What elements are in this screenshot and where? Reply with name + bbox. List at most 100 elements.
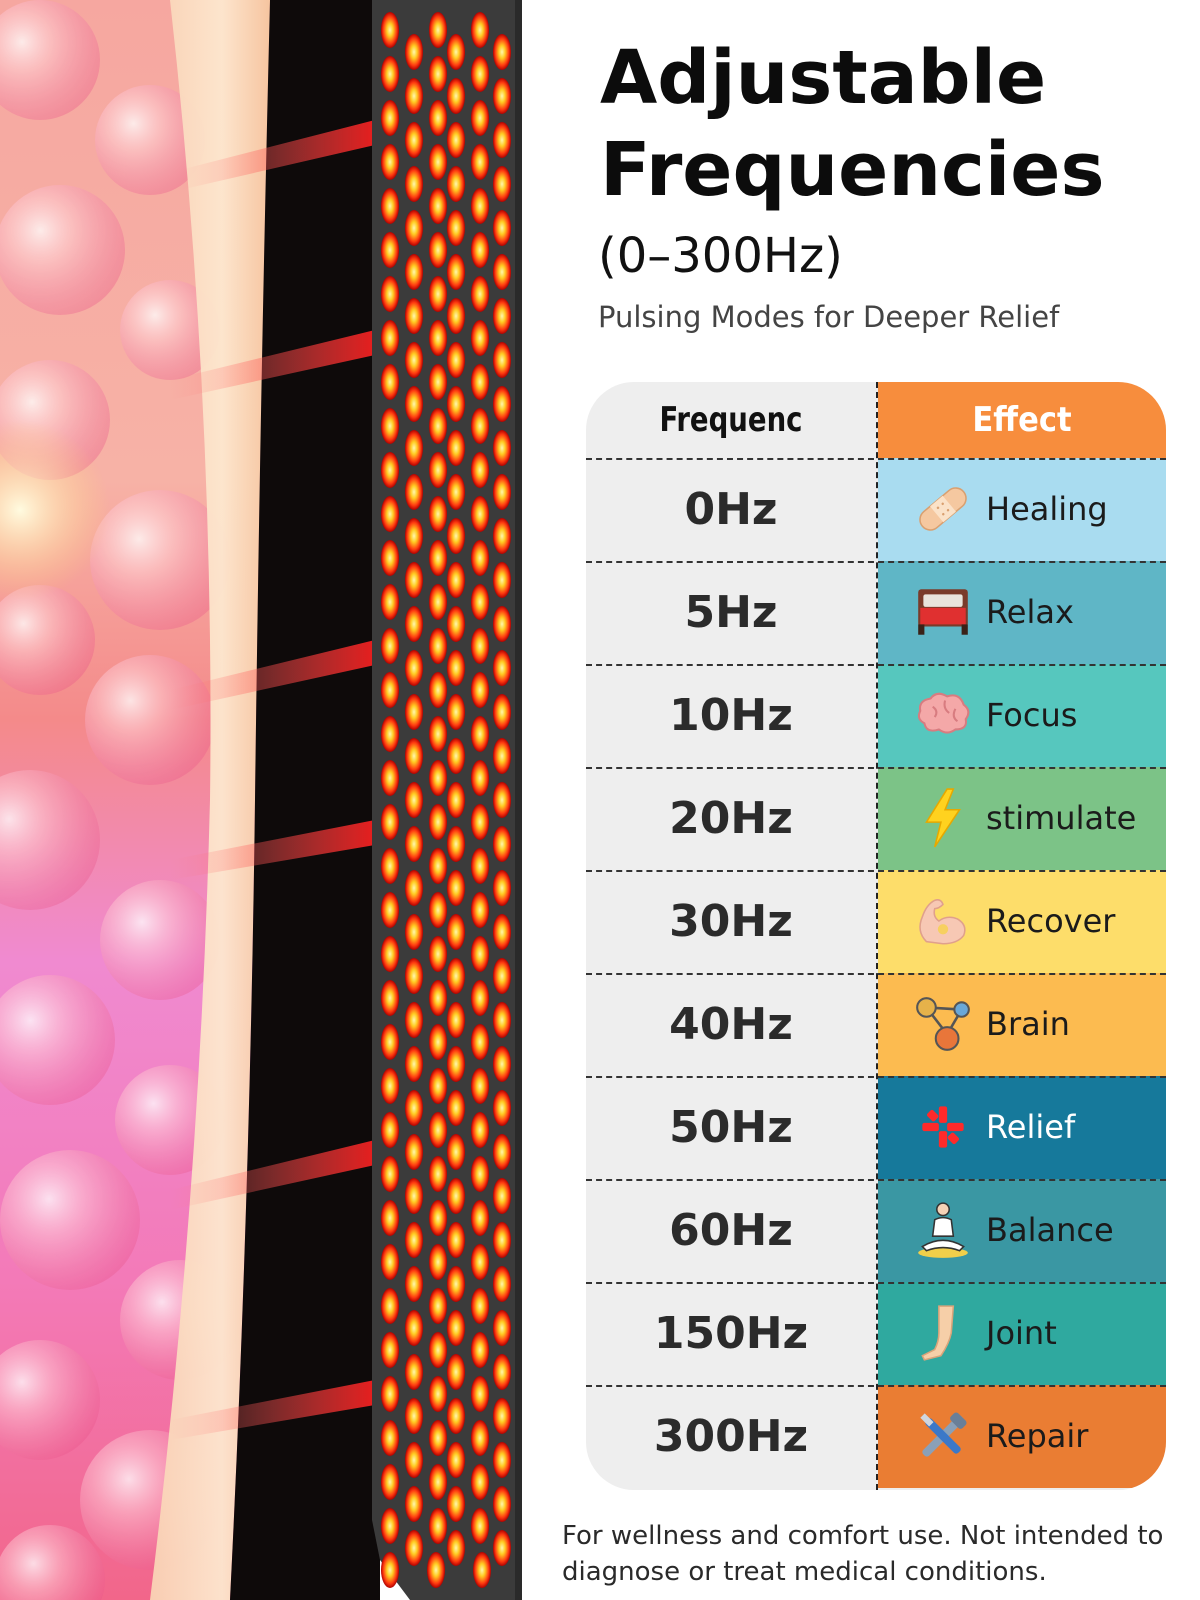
led-light xyxy=(381,936,399,972)
led-light xyxy=(405,474,423,510)
led-light xyxy=(429,1332,447,1368)
led-light xyxy=(447,210,465,246)
led-light xyxy=(429,364,447,400)
led-light xyxy=(381,12,399,48)
bed-icon xyxy=(912,581,974,643)
led-light xyxy=(405,122,423,158)
frequency-value: 50Hz xyxy=(669,1102,793,1153)
column-divider xyxy=(876,382,878,1490)
led-light xyxy=(405,1530,423,1566)
frequency-value: 10Hz xyxy=(669,690,793,741)
led-light xyxy=(447,1354,465,1390)
led-light xyxy=(447,1134,465,1170)
effect-cell: Brain xyxy=(878,973,1166,1076)
table-row: 150Hz Joint xyxy=(586,1282,1166,1385)
led-light xyxy=(471,144,489,180)
led-light xyxy=(493,122,511,158)
red-light-panel-illustration xyxy=(0,0,540,1600)
led-light xyxy=(429,56,447,92)
effect-label: stimulate xyxy=(986,799,1137,837)
led-light xyxy=(381,1244,399,1280)
led-light xyxy=(447,1398,465,1434)
pain-burst-icon xyxy=(912,1096,974,1158)
effect-label: Brain xyxy=(986,1005,1070,1043)
led-light xyxy=(447,1002,465,1038)
led-light xyxy=(429,1156,447,1192)
led-light xyxy=(493,738,511,774)
tools-icon xyxy=(912,1405,974,1467)
led-light xyxy=(381,1024,399,1060)
table-row: 40Hz Brain xyxy=(586,973,1166,1076)
led-light xyxy=(381,1112,399,1148)
led-light xyxy=(427,1552,445,1588)
led-light xyxy=(447,254,465,290)
led-light xyxy=(493,166,511,202)
led-light xyxy=(471,56,489,92)
led-light xyxy=(493,518,511,554)
led-light xyxy=(381,672,399,708)
led-light xyxy=(381,540,399,576)
led-light xyxy=(429,584,447,620)
effect-label: Recover xyxy=(986,902,1116,940)
led-light xyxy=(471,1464,489,1500)
molecule-icon xyxy=(912,993,974,1055)
led-light xyxy=(447,166,465,202)
led-light xyxy=(429,1112,447,1148)
led-light xyxy=(493,1222,511,1258)
led-light xyxy=(405,650,423,686)
led-light xyxy=(493,1090,511,1126)
led-light xyxy=(493,1398,511,1434)
led-light xyxy=(429,1376,447,1412)
effect-cell: Recover xyxy=(878,870,1166,973)
effect-label: Balance xyxy=(986,1211,1114,1249)
led-light xyxy=(429,672,447,708)
frequency-value: 300Hz xyxy=(653,1411,809,1462)
led-light xyxy=(429,892,447,928)
frequency-range: (0–300Hz) xyxy=(598,228,843,284)
led-light xyxy=(381,1068,399,1104)
led-light xyxy=(471,1376,489,1412)
led-light xyxy=(381,144,399,180)
led-light xyxy=(429,848,447,884)
led-light xyxy=(381,276,399,312)
led-light xyxy=(381,1508,399,1544)
led-light xyxy=(429,1420,447,1456)
led-light xyxy=(429,276,447,312)
led-light xyxy=(447,1310,465,1346)
led-light xyxy=(447,34,465,70)
led-light xyxy=(447,518,465,554)
led-light xyxy=(381,1552,399,1588)
led-light xyxy=(447,1530,465,1566)
led-light xyxy=(471,540,489,576)
led-light xyxy=(493,1354,511,1390)
effect-cell: Healing xyxy=(878,458,1166,561)
led-light xyxy=(493,254,511,290)
led-light xyxy=(405,430,423,466)
led-light xyxy=(381,1200,399,1236)
led-light xyxy=(405,34,423,70)
led-light xyxy=(471,848,489,884)
led-light xyxy=(429,980,447,1016)
title-line-1: Adjustable xyxy=(600,35,1047,121)
led-light xyxy=(429,1508,447,1544)
led-light xyxy=(447,474,465,510)
led-light xyxy=(471,760,489,796)
effect-cell: stimulate xyxy=(878,767,1166,870)
table-row: 5Hz Relax xyxy=(586,561,1166,664)
effect-label: Healing xyxy=(986,490,1108,528)
led-light xyxy=(405,1046,423,1082)
led-light xyxy=(381,56,399,92)
led-light xyxy=(447,606,465,642)
led-light xyxy=(493,1486,511,1522)
led-light xyxy=(405,826,423,862)
led-light xyxy=(381,1376,399,1412)
table-row: 30Hz Recover xyxy=(586,870,1166,973)
led-light xyxy=(405,1354,423,1390)
led-light xyxy=(471,628,489,664)
led-light xyxy=(405,1486,423,1522)
frequency-effect-table: Frequenc Effect 0Hz Healing 5Hz Relax 10Hz Fo… xyxy=(586,382,1166,1490)
led-light xyxy=(381,848,399,884)
frequency-value: 20Hz xyxy=(669,793,793,844)
led-light xyxy=(429,12,447,48)
led-light xyxy=(447,1046,465,1082)
